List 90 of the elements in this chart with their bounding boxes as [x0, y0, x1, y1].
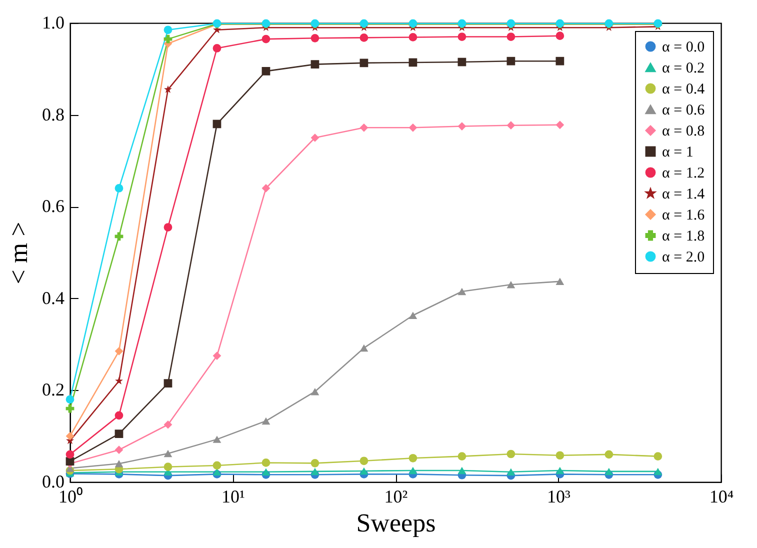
legend-label: α = 1.8 [662, 228, 705, 244]
point [212, 461, 222, 470]
point [164, 450, 172, 458]
legend-label: α = 0.0 [662, 40, 705, 56]
point [114, 460, 124, 468]
point [458, 288, 466, 296]
legend-label: α = 0.2 [662, 60, 705, 76]
point [164, 26, 172, 34]
y-axis-title: < m > [4, 222, 33, 284]
point [556, 466, 564, 474]
point [310, 60, 320, 68]
point [360, 58, 368, 68]
point [556, 278, 564, 286]
point [262, 417, 270, 425]
point [360, 344, 368, 352]
point [408, 33, 418, 42]
point [654, 452, 662, 460]
point [360, 467, 368, 475]
point [408, 123, 418, 132]
point [212, 44, 222, 52]
point [114, 446, 124, 454]
point [506, 121, 516, 130]
point [360, 123, 368, 132]
point [114, 184, 124, 192]
point [408, 58, 418, 67]
point [262, 184, 270, 192]
point [262, 458, 270, 467]
point [458, 466, 466, 474]
point [310, 468, 320, 476]
point [556, 32, 564, 40]
point [604, 450, 614, 459]
x-tick-label: 10¹ [222, 486, 245, 506]
point [506, 56, 516, 66]
point [164, 85, 172, 93]
point [310, 459, 320, 468]
point [604, 468, 614, 476]
point [114, 347, 124, 356]
legend-label: α = 0.8 [662, 124, 705, 140]
point [66, 450, 74, 459]
point [212, 436, 222, 443]
point [164, 379, 172, 388]
point [458, 452, 466, 460]
point [310, 134, 320, 142]
y-tick-label: 0.2 [42, 380, 64, 400]
point [212, 120, 222, 128]
x-tick-label: 10⁴ [709, 486, 734, 506]
point [262, 34, 270, 44]
point [506, 32, 516, 41]
legend-label: α = 2.0 [662, 250, 705, 266]
y-tick-label: 0.8 [42, 104, 64, 124]
point [212, 352, 222, 360]
x-axis-title: Sweeps [356, 508, 436, 538]
y-tick-label: 1.0 [42, 12, 64, 32]
point [310, 34, 320, 42]
y-tick-label: 0.6 [42, 196, 64, 216]
legend-label: α = 1 [662, 144, 694, 160]
point [556, 56, 564, 66]
x-tick-label: 10² [384, 486, 408, 506]
point [115, 376, 123, 384]
point [360, 34, 368, 42]
point [458, 58, 466, 66]
point [114, 430, 124, 438]
point [506, 468, 516, 476]
point [262, 468, 270, 476]
point [506, 450, 516, 458]
point [164, 420, 172, 429]
legend-label: α = 0.4 [662, 82, 706, 98]
legend-label: α = 1.6 [662, 208, 706, 224]
point [262, 67, 270, 76]
point [556, 451, 564, 460]
point [408, 312, 418, 320]
point [66, 395, 74, 404]
point [310, 388, 320, 396]
point [654, 468, 662, 476]
point [114, 411, 124, 420]
point [458, 122, 466, 130]
point [164, 223, 172, 232]
point [506, 281, 516, 288]
point [408, 454, 418, 462]
x-tick-label: 10³ [547, 486, 572, 506]
point [360, 456, 368, 466]
legend-label: α = 0.6 [662, 102, 706, 118]
point [408, 466, 418, 474]
legend-label: α = 1.4 [662, 186, 706, 202]
y-tick-label: 0.4 [42, 288, 64, 308]
point [66, 432, 74, 440]
point [556, 120, 564, 130]
point [164, 462, 172, 472]
legend-label: α = 1.2 [662, 166, 705, 182]
point [458, 32, 466, 41]
